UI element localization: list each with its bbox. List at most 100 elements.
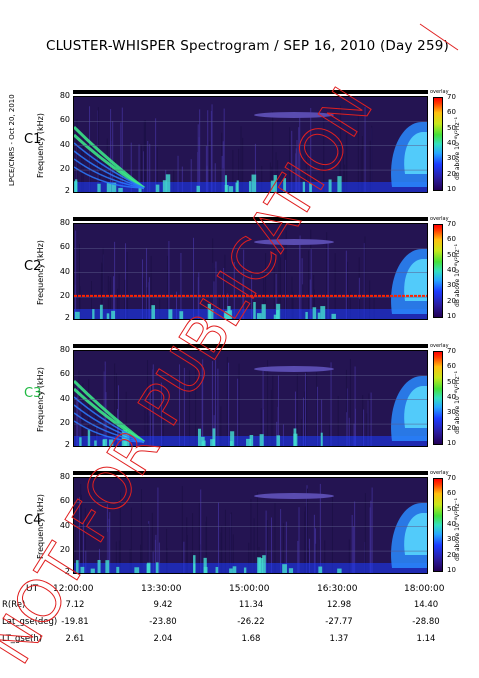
spectral-streak (79, 243, 81, 319)
spectral-streak (152, 551, 154, 573)
emission-burst (203, 557, 207, 573)
harmonic-streak (74, 387, 145, 444)
spectral-streak (168, 240, 170, 319)
spectral-streak (141, 529, 143, 573)
broadband-emission-core (404, 259, 427, 301)
colorbar (433, 97, 443, 191)
ephemeris-value: 1.37 (329, 634, 349, 644)
emission-burst (276, 435, 281, 446)
upper-emission-band (254, 366, 334, 372)
spectral-streak (369, 280, 371, 319)
spectral-streak (342, 153, 344, 192)
spectral-streak (217, 502, 219, 573)
spectral-streak (280, 509, 282, 573)
emission-burst (318, 566, 323, 573)
spectral-streak (262, 367, 264, 446)
spectral-streak (354, 366, 356, 446)
spectral-streak (340, 105, 342, 192)
spectral-streak (224, 509, 226, 573)
emission-burst (121, 430, 125, 446)
spectral-streak (298, 127, 300, 192)
broadband-emission-core (404, 513, 427, 555)
spectral-streak (310, 107, 312, 192)
spectral-streak (282, 424, 284, 446)
spectral-streak (302, 397, 304, 446)
ephemeris-value: 12.98 (326, 600, 352, 610)
y-axis-label: Frequency (kHz) (36, 367, 45, 432)
spectral-streak (74, 523, 76, 573)
spectral-streak (278, 249, 280, 319)
spectral-streak (76, 396, 78, 446)
emission-burst (312, 307, 317, 319)
spectral-streak (318, 539, 320, 573)
emission-burst (259, 434, 264, 446)
spectral-streak (181, 166, 183, 192)
emission-burst (193, 563, 196, 573)
spectrogram-image (74, 356, 427, 446)
emission-burst (262, 555, 266, 573)
spectral-streak (212, 238, 214, 319)
colorbar-tick: 50 (447, 123, 456, 132)
colorbar-tick: 30 (447, 408, 456, 417)
spectral-streak (261, 165, 263, 192)
spectral-streak (104, 361, 106, 446)
spectral-streak (275, 152, 277, 192)
spectral-streak (106, 138, 108, 192)
spectral-streak (316, 372, 318, 446)
emission-burst (155, 562, 159, 573)
spectral-streak (130, 142, 132, 192)
side-label: LPCE/CNRS - Oct 20, 2010 (8, 94, 16, 186)
y-axis-label: Frequency (kHz) (36, 494, 45, 559)
spectral-streak (117, 288, 119, 319)
emission-burst (246, 438, 252, 446)
spectral-streak (124, 279, 126, 319)
spectral-streak (276, 421, 278, 446)
colorbar-tick: 40 (447, 139, 456, 147)
spectral-streak (96, 425, 98, 446)
x-tick-label: 15:00:00 (229, 584, 270, 594)
colorbar-tick: 40 (447, 520, 456, 528)
spectral-streak (214, 268, 216, 319)
harmonic-streak (74, 142, 145, 189)
spectral-streak (148, 277, 150, 319)
emission-burst (138, 187, 142, 192)
spectral-streak (101, 262, 103, 319)
spectral-streak (152, 364, 154, 446)
emission-burst (162, 180, 167, 192)
spectral-streak (82, 383, 84, 446)
spectral-streak (242, 278, 244, 319)
emission-burst (111, 182, 117, 192)
ephemeris-value: -19.81 (61, 617, 89, 627)
ephemeris-value: 1.68 (241, 634, 261, 644)
spectral-streak (113, 276, 115, 319)
spectral-streak (254, 143, 256, 192)
colorbar-label: dB above 10⁻⁸V²Hz⁻¹ (454, 497, 461, 561)
emission-burst (99, 304, 103, 319)
spectral-streak (127, 294, 129, 319)
spectral-streak (222, 168, 224, 192)
emission-burst (202, 440, 206, 446)
emission-burst (124, 432, 130, 446)
spectral-streak (147, 360, 149, 446)
emission-burst (337, 568, 342, 573)
emission-burst (92, 309, 95, 319)
spectral-streak (300, 419, 302, 446)
ephemeris-value: -26.22 (237, 617, 265, 627)
emission-burst (337, 176, 342, 192)
emission-burst (108, 439, 114, 446)
colorbar-tick: 30 (447, 281, 456, 290)
spectral-streak (273, 249, 275, 319)
x-tick-label: 18:00:00 (404, 584, 445, 594)
spectral-streak (282, 523, 284, 573)
spectral-streak (226, 356, 228, 446)
colorbar-tick: 30 (447, 154, 456, 163)
spectral-streak (326, 232, 328, 319)
spectral-streak (109, 512, 111, 573)
broadband-emission-core (404, 132, 427, 174)
spectrogram-plot-c2 (73, 223, 428, 320)
spectral-streak (220, 167, 222, 192)
spectral-streak (272, 374, 274, 446)
spectral-streak (81, 149, 83, 192)
emission-burst (203, 566, 208, 573)
spectral-streak (155, 118, 157, 192)
